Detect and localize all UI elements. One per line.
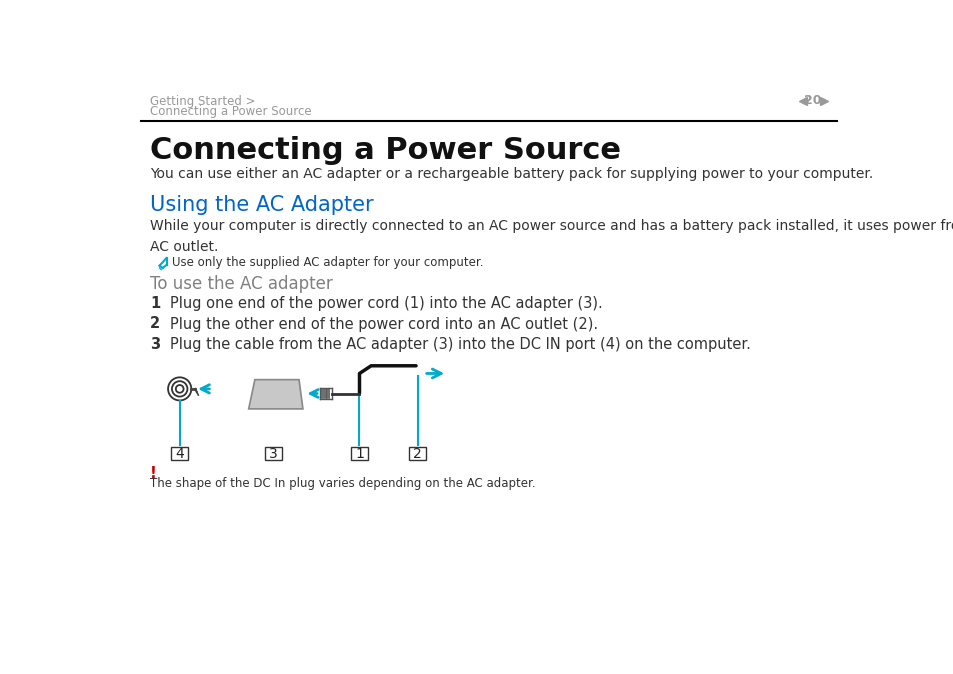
- Text: Plug the other end of the power cord into an AC outlet (2).: Plug the other end of the power cord int…: [170, 317, 598, 332]
- Text: Plug the cable from the AC adapter (3) into the DC IN port (4) on the computer.: Plug the cable from the AC adapter (3) i…: [170, 336, 750, 352]
- Text: The shape of the DC In plug varies depending on the AC adapter.: The shape of the DC In plug varies depen…: [150, 477, 536, 491]
- Text: Getting Started >: Getting Started >: [150, 95, 255, 108]
- Text: While your computer is directly connected to an AC power source and has a batter: While your computer is directly connecte…: [150, 220, 953, 254]
- Text: 3: 3: [150, 336, 160, 352]
- FancyBboxPatch shape: [409, 447, 426, 460]
- Polygon shape: [249, 379, 303, 409]
- FancyBboxPatch shape: [265, 447, 282, 460]
- Text: 1: 1: [355, 447, 363, 460]
- Text: To use the AC adapter: To use the AC adapter: [150, 275, 333, 293]
- Text: 2: 2: [413, 447, 421, 460]
- Text: You can use either an AC adapter or a rechargeable battery pack for supplying po: You can use either an AC adapter or a re…: [150, 167, 873, 181]
- Text: 2: 2: [150, 317, 160, 332]
- Text: Connecting a Power Source: Connecting a Power Source: [150, 136, 620, 165]
- Text: Using the AC Adapter: Using the AC Adapter: [150, 195, 374, 215]
- Text: 20: 20: [803, 94, 821, 107]
- Text: Connecting a Power Source: Connecting a Power Source: [150, 104, 312, 118]
- Text: Plug one end of the power cord (1) into the AC adapter (3).: Plug one end of the power cord (1) into …: [170, 297, 601, 311]
- Text: 1: 1: [150, 297, 160, 311]
- FancyBboxPatch shape: [171, 447, 188, 460]
- Text: !: !: [150, 466, 157, 481]
- Text: 3: 3: [269, 447, 277, 460]
- FancyBboxPatch shape: [351, 447, 368, 460]
- Text: Use only the supplied AC adapter for your computer.: Use only the supplied AC adapter for you…: [172, 256, 483, 270]
- Text: 4: 4: [175, 447, 184, 460]
